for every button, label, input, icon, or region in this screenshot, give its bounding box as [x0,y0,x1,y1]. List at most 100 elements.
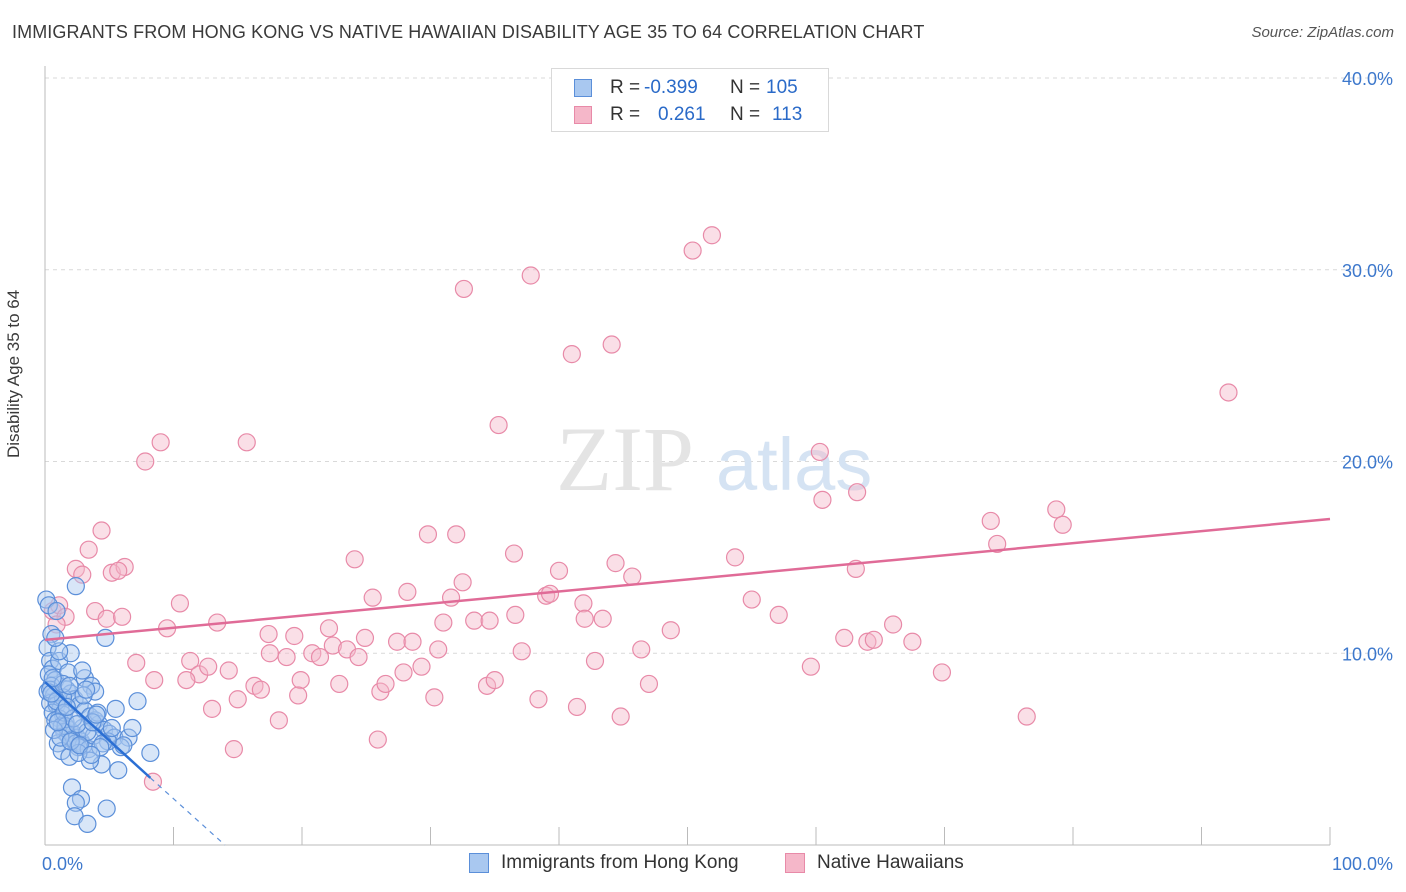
hong-kong-point [128,692,147,711]
hong-kong-point [66,577,85,596]
native-hawaiians-point [506,605,525,625]
native-hawaiians-point [310,647,330,667]
hong-kong-point [53,674,73,694]
hong-kong-point [50,642,69,661]
native-hawaiians-point [504,544,524,563]
hong-kong-point [66,793,85,812]
native-hawaiians-point [639,674,659,694]
native-hawaiians-point [864,630,883,649]
watermark-zip: ZIP [556,408,694,510]
native-hawaiians-point [562,345,581,364]
legend-n-value: 105 [766,77,798,98]
native-hawaiians-point [623,567,642,586]
hong-kong-trend-line [44,681,152,779]
native-hawaiians-point [289,686,308,705]
hong-kong-point [57,697,76,717]
watermark: ZIP atlas [556,408,872,510]
native-hawaiians-point [92,521,111,540]
hong-kong-point [78,814,97,834]
native-hawaiians-point [742,590,761,609]
hong-kong-point [109,761,128,780]
legend-r-label: R = [610,77,641,98]
native-hawaiians-point [251,680,270,699]
native-hawaiians-point [319,619,339,638]
native-hawaiians-point [454,279,474,299]
native-hawaiians-point [575,609,594,628]
legend-r-value: 0.261 [658,104,706,125]
native-hawaiians-point [277,647,296,667]
native-hawaiians-point [398,582,417,601]
native-hawaiians-point [112,607,132,626]
native-hawaiians-point [79,540,98,559]
y-tick-label: 10.0% [1342,644,1393,664]
hong-kong-point [141,743,160,763]
native-hawaiians-point [228,690,247,709]
native-hawaiians-point [237,433,256,452]
native-hawaiians-point [394,663,413,682]
watermark-atlas: atlas [716,423,872,506]
native-hawaiians-trend-line [44,517,1331,642]
native-hawaiians-point [549,561,569,580]
native-hawaiians-point [47,615,66,634]
native-hawaiians-point [512,642,531,661]
native-hawaiians-point [632,640,651,659]
native-hawaiians-point [1017,707,1036,726]
native-hawaiians-point [181,651,200,671]
correlation-legend: R = -0.399 N = 105 R = 0.261 N = 113 [551,68,829,132]
native-hawaiians-point [434,613,453,632]
native-hawaiians-point [259,624,278,644]
native-hawaiians-point [425,688,444,707]
native-hawaiians-point [529,690,548,709]
hong-kong-point [73,661,92,680]
native-hawaiians-point [611,707,630,726]
native-hawaiians-points [43,226,1238,791]
native-hawaiians-point [769,605,788,625]
x-tick-label-min: 0.0% [42,854,83,874]
bottom-legend-label: Native Hawaiians [817,852,964,873]
hong-kong-point [61,732,80,751]
hong-kong-point [123,718,142,738]
legend-r-value: -0.399 [644,77,698,98]
hong-kong-point [61,644,80,663]
native-hawaiians-point [355,628,375,648]
hong-kong-point [87,705,106,724]
native-hawaiians-point [136,452,155,471]
native-hawaiians-point [429,640,448,659]
native-hawaiians-point [260,644,279,663]
native-hawaiians-point [801,657,820,676]
native-hawaiians-point [602,335,621,354]
y-tick-label: 20.0% [1342,453,1393,473]
native-hawaiians-point [489,415,508,435]
hong-kong-point [114,736,133,755]
native-hawaiians-point [810,442,829,462]
hong-kong-point [97,799,116,818]
native-hawaiians-point [330,674,349,694]
tick-labels: 10.0% 20.0% 30.0% 40.0% 0.0% 100.0% [42,69,1393,874]
native-hawaiians-point [453,573,472,592]
native-hawaiians-point [521,266,540,285]
native-hawaiians-point [606,554,625,573]
native-hawaiians-point [725,548,745,567]
hong-kong-trend-extension [149,777,226,846]
native-hawaiians-point [199,657,218,676]
native-hawaiians-point [883,615,903,634]
native-hawaiians-point [1047,500,1066,519]
native-hawaiians-point [702,226,722,245]
native-hawaiians-point [291,670,310,690]
native-hawaiians-point [177,670,196,690]
native-hawaiians-point [151,433,170,452]
native-hawaiians-point [932,663,952,682]
native-hawaiians-point [574,594,593,613]
legend-n-label: N = [730,104,761,125]
hong-kong-points [37,577,160,834]
native-hawaiians-point [567,697,587,717]
native-hawaiians-point [387,632,407,651]
legend-swatch-blue [574,79,592,97]
native-hawaiians-point [73,565,92,584]
legend-swatch-pink [574,106,592,124]
native-hawaiians-point [127,653,146,672]
native-hawaiians-point [480,611,499,630]
native-hawaiians-point [903,632,922,651]
hong-kong-point [102,718,121,738]
